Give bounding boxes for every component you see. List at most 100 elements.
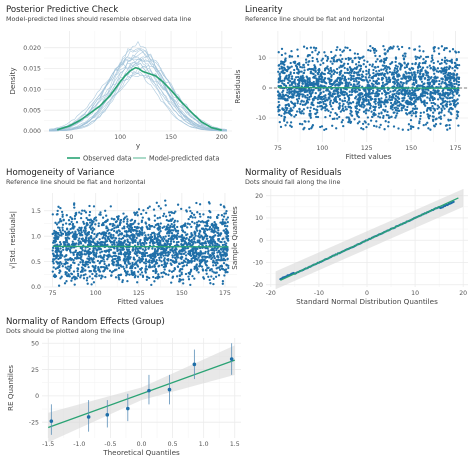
residual-point [427,113,430,116]
variance-point [67,219,71,222]
variance-point [164,273,168,276]
residual-point [346,46,349,50]
residual-point [411,83,414,86]
chart-subtitle: Reference line should be flat and horizo… [6,178,146,186]
residual-point [332,72,335,76]
y-tick-label: 50 [31,340,39,347]
residual-point [333,80,336,84]
variance-point [161,226,164,229]
variance-point [84,229,87,233]
residual-point [301,110,304,113]
residual-point [438,79,441,83]
variance-point [70,217,74,220]
residual-point [309,95,313,98]
variance-point [67,265,70,268]
residual-point [394,98,397,101]
x-tick-label: 10 [411,290,419,297]
variance-point [207,275,210,278]
residual-point [389,101,393,105]
variance-point [183,242,186,245]
variance-point [178,280,181,283]
variance-point [190,225,193,229]
residual-point [347,105,350,108]
variance-point [57,233,60,236]
y-tick-label: 0.000 [23,128,41,135]
variance-point [220,258,223,262]
variance-point [170,229,174,232]
residual-point [411,62,414,66]
variance-point [175,275,179,278]
variance-point [162,259,166,262]
residual-point [336,117,339,120]
residual-point [332,56,336,59]
variance-point [144,254,147,258]
residual-point [368,63,371,66]
residual-point [334,89,338,92]
residual-point [341,108,344,112]
residual-point [373,105,376,109]
residual-point [296,48,299,51]
variance-point [91,264,94,268]
residual-point [306,96,309,99]
residual-point [426,121,429,124]
residual-point [285,74,288,77]
residual-point [294,113,298,117]
residual-point [350,74,353,78]
residual-point [290,49,293,53]
variance-point [101,256,104,259]
variance-point [71,223,74,227]
residual-point [430,60,433,63]
variance-point [189,283,192,287]
variance-point [159,222,162,225]
residual-point [306,101,310,104]
variance-point [197,271,200,274]
variance-point [74,213,78,216]
residual-point [408,47,411,50]
variance-point [205,224,208,228]
variance-point [102,270,105,273]
variance-point [174,235,177,238]
variance-point [104,237,107,240]
variance-point [181,265,184,268]
x-axis-label: Standard Normal Distribution Quantiles [296,297,438,306]
variance-point [58,269,61,272]
residual-point [439,117,443,120]
residual-point [443,93,446,96]
variance-point [170,263,173,267]
variance-point [167,234,170,237]
variance-point [51,260,55,263]
variance-point [104,233,107,236]
residual-point [390,47,394,50]
variance-point [173,267,176,270]
residual-point [394,71,397,74]
residual-point [347,72,351,75]
variance-point [66,258,69,261]
residual-point [448,88,451,92]
x-tick-label: 75 [49,290,57,297]
residual-point [278,97,281,100]
residual-point [307,120,310,123]
reference-line [280,197,459,281]
residual-point [395,114,398,117]
variance-point [210,248,213,252]
residual-point [452,73,455,77]
variance-point [155,201,158,204]
re-point [229,357,234,361]
residual-point [444,72,447,75]
residual-point [369,96,372,100]
residual-point [361,56,364,59]
residual-point [348,118,351,122]
residual-point [446,100,449,104]
variance-point [89,236,93,240]
residual-point [355,102,358,105]
variance-point [167,230,171,234]
variance-point [172,211,176,215]
variance-point [79,276,82,279]
variance-point [69,216,72,219]
y-tick-label: 1.0 [31,233,41,240]
residual-point [423,61,426,64]
residual-point [413,48,417,51]
variance-point [145,265,148,268]
variance-point [130,218,134,221]
variance-point [211,270,214,273]
